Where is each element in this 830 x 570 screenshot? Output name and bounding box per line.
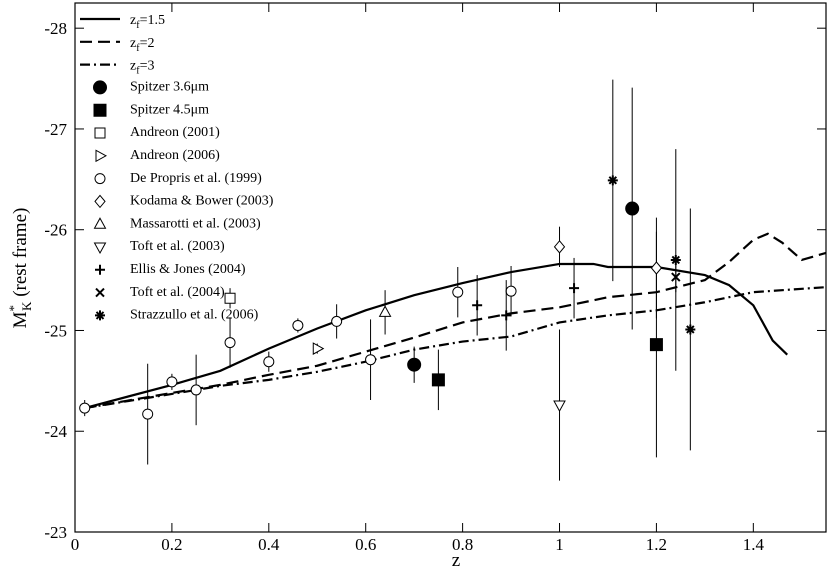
data-point (607, 175, 618, 186)
legend-marker (92, 80, 108, 95)
data-point (224, 337, 236, 348)
data-point (553, 400, 566, 413)
x-tick-label: 1.4 (743, 535, 765, 554)
data-point (670, 254, 681, 265)
legend-marker (93, 103, 107, 117)
legend-label-rest: =3 (140, 59, 155, 74)
legend-marker (95, 287, 105, 298)
legend-label-base: z (130, 36, 136, 51)
y-tick-label: -27 (44, 120, 67, 139)
data-point (505, 285, 517, 297)
legend-label-base: z (130, 13, 136, 28)
legend-label: Kodama & Bower (2003) (130, 194, 274, 209)
legend-label: Massarotti et al. (2003) (130, 216, 261, 231)
legend-label-rest: =2 (140, 36, 155, 51)
data-point (312, 342, 325, 355)
x-tick-label: 0.6 (355, 535, 376, 554)
legend-label: zf=3 (130, 59, 154, 77)
x-tick-label: 1.2 (646, 535, 667, 554)
legend-label: Ellis & Jones (2004) (130, 262, 246, 277)
legend-label: Strazzullo et al. (2006) (130, 308, 259, 323)
legend-label-base: z (130, 59, 136, 74)
legend-marker (95, 149, 108, 163)
x-tick-label: 1 (555, 535, 564, 554)
y-label-sub: K (19, 301, 34, 311)
data-point (452, 286, 464, 298)
data-point (649, 338, 663, 352)
data-point (190, 384, 202, 396)
y-tick-label: -24 (44, 422, 67, 441)
y-tick-label: -25 (44, 321, 67, 340)
legend-marker (93, 242, 107, 255)
y-label-base: M (10, 311, 31, 328)
y-tick-label: -28 (44, 19, 67, 38)
data-point (365, 354, 377, 366)
legend-marker (93, 217, 107, 229)
data-point (142, 408, 154, 420)
model-line (84, 286, 827, 410)
legend-marker (95, 264, 105, 275)
data-point (501, 310, 512, 321)
data-point (472, 300, 483, 311)
legend-label-rest: =1.5 (140, 13, 165, 28)
data-point (431, 373, 445, 387)
model-line (84, 232, 827, 410)
legend-label: Andreon (2001) (130, 125, 220, 140)
y-axis-label-text: M*K (rest frame) (6, 208, 34, 329)
legend-marker (94, 127, 106, 139)
x-tick-label: 0.2 (161, 535, 182, 554)
data-point (569, 283, 580, 294)
legend-label: zf=1.5 (130, 13, 165, 31)
x-tick-label: 0.4 (258, 535, 280, 554)
legend-label: zf=2 (130, 36, 154, 54)
y-tick-label: -23 (44, 523, 67, 542)
model-line (84, 262, 789, 410)
legend-marker (95, 310, 105, 321)
legend-label: Toft et al. (2003) (130, 239, 225, 254)
legend-marker (94, 194, 106, 209)
data-point (650, 261, 663, 275)
legend-label: Spitzer 4.5μm (130, 102, 209, 117)
data-point (553, 240, 566, 254)
plot-frame (74, 2, 827, 533)
x-tick-label: 0.8 (452, 535, 473, 554)
x-axis-label: z (452, 550, 460, 570)
data-point (625, 201, 640, 216)
data-point (224, 292, 236, 304)
x-tick-label: 0 (71, 535, 80, 554)
legend-label-sub: f (136, 43, 140, 54)
data-point (292, 320, 304, 331)
data-point (407, 357, 422, 372)
legend-marker (94, 173, 106, 185)
data-point (685, 324, 696, 335)
data-point (378, 305, 392, 317)
y-label-sup: * (6, 305, 21, 312)
y-tick-label: -26 (44, 221, 67, 240)
legend-label: Toft et al. (2004) (130, 285, 225, 300)
data-point (166, 376, 178, 388)
legend-label-sub: f (136, 20, 140, 31)
data-point (331, 315, 343, 327)
y-label-rest: (rest frame) (10, 208, 31, 302)
data-point (79, 402, 91, 414)
legend-label: Andreon (2006) (130, 148, 220, 163)
legend-label: Spitzer 3.6μm (130, 80, 209, 95)
legend-label: De Propris et al. (1999) (130, 171, 262, 186)
y-axis-label: M*K (rest frame) (6, 208, 34, 329)
data-point (263, 356, 275, 368)
legend-label-sub: f (136, 66, 140, 77)
